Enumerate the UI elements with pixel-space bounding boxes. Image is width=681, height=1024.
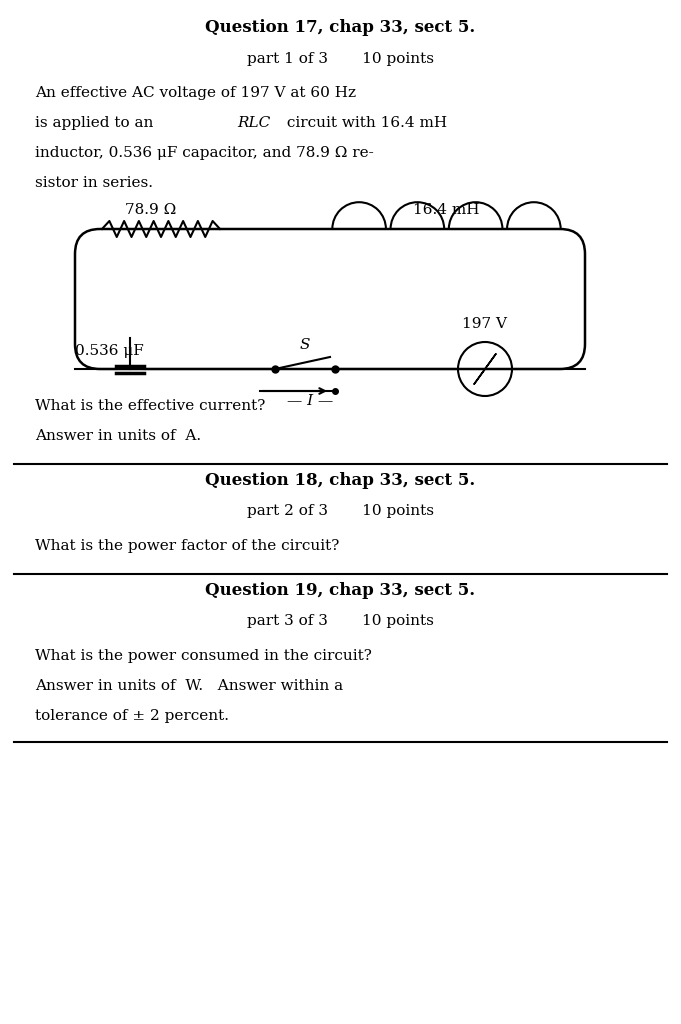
Text: 197 V: 197 V (462, 317, 507, 331)
Text: — I —: — I — (287, 394, 333, 408)
Text: is applied to an: is applied to an (35, 116, 158, 130)
Text: circuit with 16.4 mH: circuit with 16.4 mH (282, 116, 447, 130)
Text: tolerance of ± 2 percent.: tolerance of ± 2 percent. (35, 709, 229, 723)
Text: part 1 of 3       10 points: part 1 of 3 10 points (247, 52, 434, 66)
Text: What is the power factor of the circuit?: What is the power factor of the circuit? (35, 539, 339, 553)
Text: Answer in units of  A.: Answer in units of A. (35, 429, 201, 443)
Text: part 2 of 3       10 points: part 2 of 3 10 points (247, 504, 434, 518)
Text: RLC: RLC (237, 116, 270, 130)
Text: 0.536 μF: 0.536 μF (75, 344, 144, 358)
Text: sistor in series.: sistor in series. (35, 176, 153, 190)
Text: Question 18, chap 33, sect 5.: Question 18, chap 33, sect 5. (206, 472, 475, 489)
Text: inductor, 0.536 μF capacitor, and 78.9 Ω re-: inductor, 0.536 μF capacitor, and 78.9 Ω… (35, 146, 374, 160)
Text: What is the effective current?: What is the effective current? (35, 399, 266, 413)
Text: An effective AC voltage of 197 V at 60 Hz: An effective AC voltage of 197 V at 60 H… (35, 86, 356, 100)
Text: 16.4 mH: 16.4 mH (413, 203, 479, 217)
Text: part 3 of 3       10 points: part 3 of 3 10 points (247, 614, 434, 628)
Text: What is the power consumed in the circuit?: What is the power consumed in the circui… (35, 649, 372, 663)
Text: S: S (300, 338, 311, 352)
Text: Question 17, chap 33, sect 5.: Question 17, chap 33, sect 5. (206, 19, 475, 36)
Text: 78.9 Ω: 78.9 Ω (125, 203, 176, 217)
Text: Question 19, chap 33, sect 5.: Question 19, chap 33, sect 5. (206, 582, 475, 599)
Text: Answer in units of  W.   Answer within a: Answer in units of W. Answer within a (35, 679, 343, 693)
